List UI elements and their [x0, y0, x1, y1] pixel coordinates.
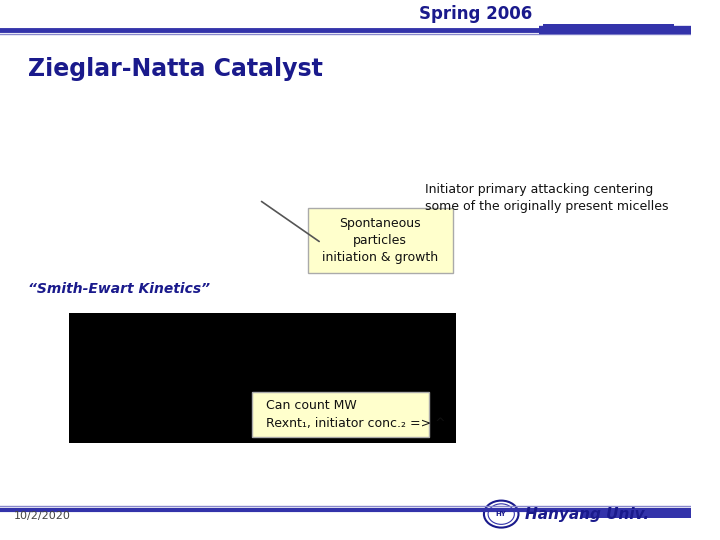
Text: “Smith-Ewart Kinetics”: “Smith-Ewart Kinetics”: [27, 282, 210, 296]
Text: 10/2/2020: 10/2/2020: [14, 511, 71, 521]
Text: Spontaneous
particles
initiation & growth: Spontaneous particles initiation & growt…: [322, 217, 438, 264]
Text: Can count MW
Rexnt₁, initiator conc.₂ => ^: Can count MW Rexnt₁, initiator conc.₂ =>…: [266, 399, 446, 430]
FancyBboxPatch shape: [307, 208, 453, 273]
Text: Spring 2006: Spring 2006: [419, 5, 532, 23]
FancyBboxPatch shape: [252, 392, 428, 437]
FancyBboxPatch shape: [543, 24, 674, 31]
Text: HY: HY: [496, 511, 507, 517]
FancyBboxPatch shape: [69, 313, 456, 443]
Text: Initiator primary attacking centering
some of the originally present micelles: Initiator primary attacking centering so…: [426, 184, 669, 213]
Text: Hanyang Univ.: Hanyang Univ.: [526, 507, 649, 522]
FancyBboxPatch shape: [581, 512, 691, 518]
Text: Zieglar-Natta Catalyst: Zieglar-Natta Catalyst: [27, 57, 323, 81]
